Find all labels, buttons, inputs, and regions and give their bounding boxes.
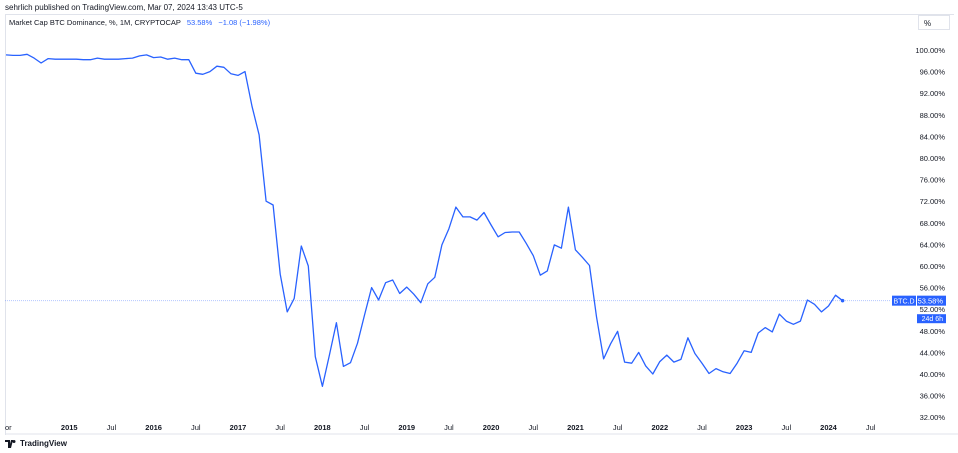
symbol-label-bg bbox=[892, 295, 916, 306]
x-tick-label: 2022 bbox=[651, 423, 668, 432]
x-tick-label: Jul bbox=[613, 423, 623, 432]
x-tick-label: 2024 bbox=[820, 423, 838, 432]
x-tick-label: Jul bbox=[191, 423, 201, 432]
btc-dominance-line bbox=[5, 53, 843, 388]
last-point-marker bbox=[840, 298, 845, 303]
y-tick-label: 32.00% bbox=[920, 413, 946, 422]
countdown-label-bg bbox=[917, 314, 946, 324]
y-tick-label: 72.00% bbox=[920, 197, 946, 206]
series-title: Market Cap BTC Dominance, %, 1M, CRYPTOC… bbox=[9, 18, 181, 27]
price-label-value: 53.58% bbox=[918, 297, 944, 306]
y-tick-label: 76.00% bbox=[920, 176, 946, 185]
y-tick-label: 52.00% bbox=[920, 305, 946, 314]
y-tick-label: 84.00% bbox=[920, 132, 946, 141]
symbol-label: BTC.D bbox=[894, 299, 915, 306]
series-legend: Market Cap BTC Dominance, %, 1M, CRYPTOC… bbox=[9, 18, 270, 27]
x-tick-label: Jul bbox=[697, 423, 707, 432]
x-tick-label: or bbox=[5, 423, 12, 432]
x-tick-label: Jul bbox=[275, 423, 285, 432]
x-tick-label: Jul bbox=[866, 423, 876, 432]
price-label-bg bbox=[917, 295, 946, 306]
y-tick-label: 60.00% bbox=[920, 262, 946, 271]
y-tick-label: 96.00% bbox=[920, 68, 946, 77]
x-tick-label: Jul bbox=[360, 423, 370, 432]
y-tick-label: 100.00% bbox=[915, 46, 945, 55]
y-tick-label: 36.00% bbox=[920, 392, 946, 401]
x-tick-label: 2019 bbox=[398, 423, 415, 432]
percent-scale-button[interactable]: % bbox=[918, 15, 950, 30]
x-tick-label: 2020 bbox=[483, 423, 500, 432]
x-tick-label: 2017 bbox=[230, 423, 247, 432]
chart-frame bbox=[5, 14, 954, 435]
x-tick-label: 2021 bbox=[567, 423, 584, 432]
x-tick-label: 2023 bbox=[736, 423, 753, 432]
price-label-countdown: 24d 6h bbox=[922, 316, 944, 323]
tradingview-logo-text: TradingView bbox=[20, 439, 67, 448]
x-tick-label: 2015 bbox=[61, 423, 78, 432]
x-tick-label: 2018 bbox=[314, 423, 331, 432]
x-tick-label: Jul bbox=[528, 423, 538, 432]
x-tick-label: Jul bbox=[107, 423, 117, 432]
y-tick-label: 88.00% bbox=[920, 111, 946, 120]
y-tick-label: 68.00% bbox=[920, 219, 946, 228]
y-tick-label: 56.00% bbox=[920, 284, 946, 293]
x-tick-label: Jul bbox=[444, 423, 454, 432]
published-note: sehrlich published on TradingView.com, M… bbox=[5, 3, 243, 12]
y-tick-label: 80.00% bbox=[920, 154, 946, 163]
x-tick-label: 2016 bbox=[145, 423, 162, 432]
y-tick-label: 40.00% bbox=[920, 370, 946, 379]
y-tick-label: 44.00% bbox=[920, 348, 946, 357]
tradingview-logo: TradingView bbox=[5, 439, 67, 448]
change-value: −1.08 (−1.98%) bbox=[218, 18, 271, 27]
y-tick-label: 92.00% bbox=[920, 89, 946, 98]
x-tick-label: Jul bbox=[782, 423, 792, 432]
last-value: 53.58% bbox=[186, 18, 213, 27]
tradingview-logo-icon bbox=[5, 439, 16, 448]
y-tick-label: 48.00% bbox=[920, 327, 946, 336]
y-tick-label: 64.00% bbox=[920, 240, 946, 249]
